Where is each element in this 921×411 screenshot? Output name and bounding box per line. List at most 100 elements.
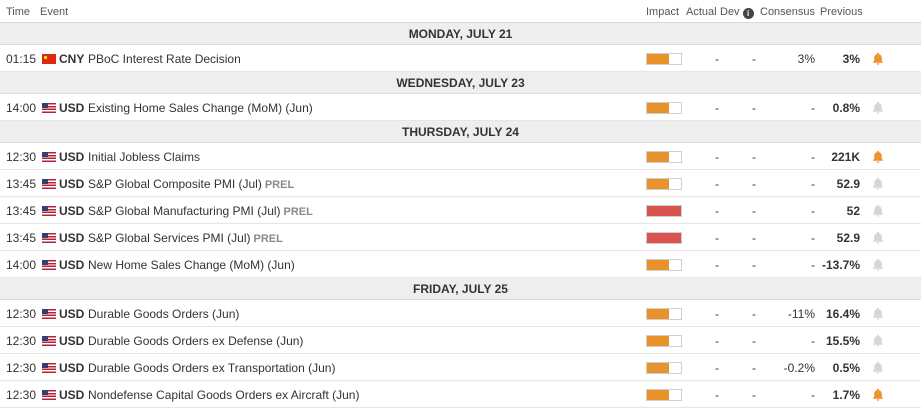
event-row[interactable]: 14:00 USD New Home Sales Change (MoM) (Jun…: [0, 251, 921, 278]
event-consensus: -0.2%: [783, 361, 815, 375]
info-icon[interactable]: i: [742, 8, 754, 19]
us-flag-icon: [42, 309, 56, 319]
event-row[interactable]: 12:30 USD Durable Goods Orders (Jun) - - -11%…: [0, 301, 921, 327]
event-name[interactable]: Existing Home Sales Change (MoM) (Jun): [88, 101, 313, 115]
table-header: Time Event Impact Actual Dev i Consensus …: [0, 0, 921, 23]
impact-bar: [646, 389, 682, 401]
event-row[interactable]: 12:30 USD Initial Jobless Claims - - - 221K: [0, 144, 921, 170]
event-name-label[interactable]: New Home Sales Change (MoM) (Jun): [88, 258, 295, 272]
event-name-label[interactable]: Durable Goods Orders ex Transportation (…: [88, 361, 336, 375]
us-flag-icon: [42, 233, 56, 243]
day-header: WEDNESDAY, JULY 23: [0, 72, 921, 94]
event-time: 13:45: [6, 231, 37, 245]
impact-bar: [646, 335, 682, 347]
bell-icon[interactable]: [872, 101, 884, 114]
header-dev: Dev i: [720, 6, 754, 19]
event-previous: 3%: [842, 52, 860, 66]
event-row[interactable]: 13:45 USD S&P Global Manufacturing PMI (Ju…: [0, 197, 921, 224]
event-previous: 0.5%: [832, 361, 860, 375]
header-impact: Impact: [646, 6, 680, 18]
bell-icon[interactable]: [872, 177, 884, 190]
event-row[interactable]: 01:15 CNY PBoC Interest Rate Decision - - 3% 3…: [0, 46, 921, 72]
event-row[interactable]: 13:45 USD S&P Global Composite PMI (Jul) PR…: [0, 170, 921, 197]
event-name[interactable]: New Home Sales Change (MoM) (Jun): [88, 258, 295, 272]
event-time: 13:45: [6, 204, 37, 218]
impact-bar: [646, 362, 682, 374]
event-name[interactable]: Durable Goods Orders ex Defense (Jun): [88, 334, 303, 348]
event-currency: USD: [59, 388, 85, 402]
bell-icon[interactable]: [872, 258, 884, 271]
event-name[interactable]: S&P Global Composite PMI (Jul) PREL: [88, 177, 294, 191]
event-actual: -: [715, 101, 719, 115]
event-consensus: -: [811, 334, 815, 348]
impact-bar: [646, 205, 682, 217]
event-name-label[interactable]: Durable Goods Orders (Jun): [88, 307, 240, 321]
event-row[interactable]: 12:30 USD Durable Goods Orders ex Transpor…: [0, 354, 921, 381]
event-time: 12:30: [6, 150, 37, 164]
event-currency: USD: [59, 258, 85, 272]
bell-icon[interactable]: [872, 204, 884, 217]
event-time: 13:45: [6, 177, 37, 191]
bell-icon[interactable]: [872, 52, 884, 65]
event-name-label[interactable]: Durable Goods Orders ex Defense (Jun): [88, 334, 304, 348]
event-currency: CNY: [59, 52, 85, 66]
day-label: MONDAY, JULY 21: [408, 27, 513, 41]
event-name-label[interactable]: PBoC Interest Rate Decision: [88, 52, 241, 66]
event-row[interactable]: 12:30 USD Nondefense Capital Goods Orders …: [0, 381, 921, 408]
prel-badge: PREL: [264, 179, 295, 191]
event-consensus: -: [811, 258, 815, 272]
event-name-label[interactable]: S&P Global Services PMI (Jul): [88, 231, 251, 245]
event-name-label[interactable]: S&P Global Composite PMI (Jul): [88, 177, 262, 191]
event-dev: -: [752, 307, 756, 321]
header-actual: Actual: [686, 6, 717, 18]
event-name[interactable]: Nondefense Capital Goods Orders ex Aircr…: [88, 388, 359, 402]
event-dev: -: [752, 150, 756, 164]
event-time: 14:00: [6, 101, 37, 115]
bell-icon[interactable]: [872, 334, 884, 347]
event-row[interactable]: 13:45 USD S&P Global Services PMI (Jul) PRE…: [0, 224, 921, 251]
event-dev: -: [752, 52, 756, 66]
us-flag-icon: [42, 179, 56, 189]
prel-badge: PREL: [283, 206, 313, 218]
event-consensus: -: [811, 150, 815, 164]
event-actual: -: [715, 334, 719, 348]
header-dev-label: Dev: [720, 6, 740, 18]
event-time: 12:30: [6, 388, 37, 402]
event-currency: USD: [59, 334, 85, 348]
event-name[interactable]: S&P Global Services PMI (Jul) PREL: [88, 231, 283, 245]
day-header: THURSDAY, JULY 24: [0, 121, 921, 143]
bell-icon[interactable]: [872, 307, 884, 320]
event-name-label[interactable]: Initial Jobless Claims: [88, 150, 201, 164]
impact-bar: [646, 259, 682, 271]
event-row[interactable]: 14:00 USD Existing Home Sales Change (MoM)…: [0, 95, 921, 121]
impact-fill: [647, 260, 670, 270]
event-currency: USD: [59, 307, 85, 321]
event-name-label[interactable]: Nondefense Capital Goods Orders ex Aircr…: [88, 388, 360, 402]
us-flag-icon: [42, 103, 56, 113]
bell-icon[interactable]: [872, 361, 884, 374]
event-actual: -: [715, 204, 719, 218]
event-previous: 0.8%: [832, 101, 860, 115]
event-name[interactable]: PBoC Interest Rate Decision: [88, 52, 241, 66]
event-row[interactable]: 12:30 USD Durable Goods Orders ex Defense …: [0, 327, 921, 354]
event-name[interactable]: Durable Goods Orders (Jun): [88, 307, 239, 321]
impact-fill: [647, 206, 681, 216]
event-name[interactable]: Initial Jobless Claims: [88, 150, 200, 164]
event-actual: -: [715, 388, 719, 402]
event-name[interactable]: Durable Goods Orders ex Transportation (…: [88, 361, 335, 375]
bell-icon[interactable]: [872, 150, 884, 163]
event-currency: USD: [59, 177, 85, 191]
impact-bar: [646, 151, 682, 163]
event-dev: -: [752, 361, 756, 375]
day-label: THURSDAY, JULY 24: [402, 125, 519, 139]
impact-fill: [647, 363, 670, 373]
event-previous: 221K: [831, 150, 860, 164]
event-name-label[interactable]: Existing Home Sales Change (MoM) (Jun): [88, 101, 313, 115]
prel-badge: PREL: [253, 233, 283, 245]
bell-icon[interactable]: [872, 231, 884, 244]
bell-icon[interactable]: [872, 388, 884, 401]
event-name[interactable]: S&P Global Manufacturing PMI (Jul) PREL: [88, 204, 313, 218]
event-name-label[interactable]: S&P Global Manufacturing PMI (Jul): [88, 204, 281, 218]
day-label: FRIDAY, JULY 25: [413, 282, 508, 296]
us-flag-icon: [42, 260, 56, 270]
